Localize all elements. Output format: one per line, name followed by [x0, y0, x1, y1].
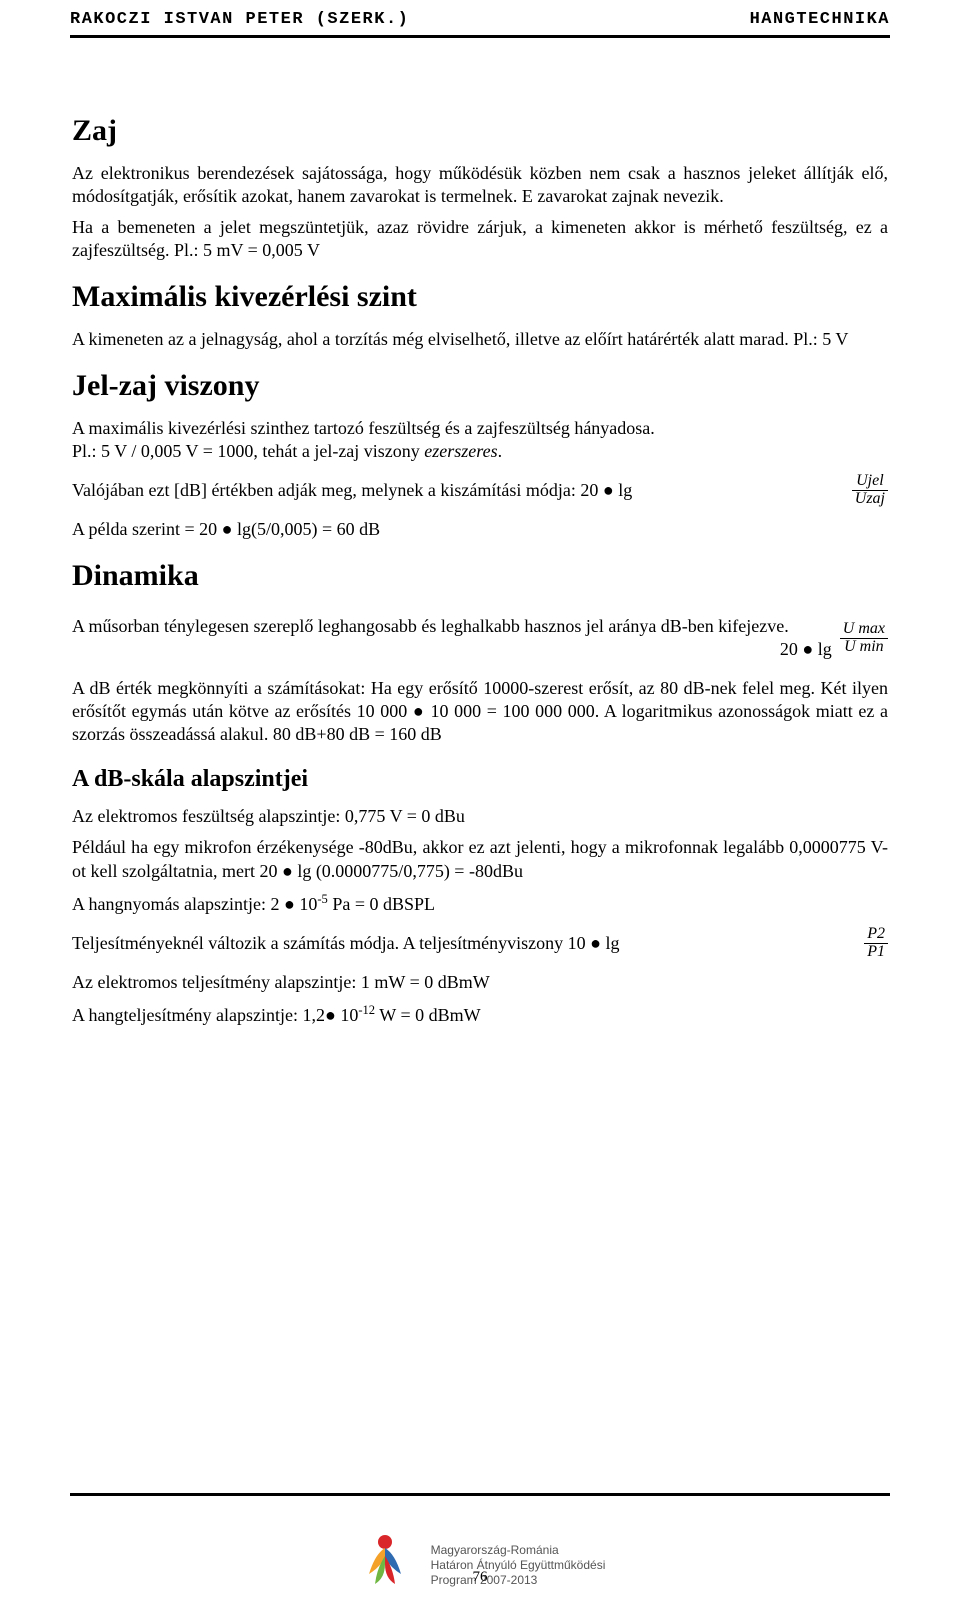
para-jelzaj-3: A példa szerint = 20 ● lg(5/0,005) = 60 … [72, 518, 888, 541]
footer-line-3: Program 2007-2013 [431, 1573, 606, 1588]
text: Pl.: 5 V / 0,005 V = 1000, tehát a jel-z… [72, 441, 424, 461]
page-header: RAKOCZI ISTVAN PETER (SZERK.) HANGTECHNI… [0, 0, 960, 35]
heading-zaj: Zaj [72, 114, 888, 148]
heading-dbskala: A dB-skála alapszintjei [72, 766, 888, 793]
superscript: -5 [317, 892, 328, 906]
text: Teljesítményeknél változik a számítás mó… [72, 932, 856, 955]
para-din-1: A műsorban ténylegesen szereplő leghango… [72, 607, 888, 669]
para-din-2: A dB érték megkönnyíti a számításokat: H… [72, 677, 888, 746]
text: . [498, 441, 503, 461]
text: A hangteljesítmény alapszintje: 1,2● 10 [72, 1005, 358, 1025]
fraction-denominator: Uzaj [852, 491, 888, 508]
text: A műsorban ténylegesen szereplő leghango… [72, 615, 832, 661]
para-db-6: A hangteljesítmény alapszintje: 1,2● 10-… [72, 1002, 888, 1027]
text-italic: ezerszeres [424, 441, 497, 461]
fraction-numerator: U max [840, 621, 888, 639]
footer-line-2: Határon Átnyúló Együttműködési [431, 1558, 606, 1573]
footer-rule [70, 1493, 890, 1496]
page-number: 76 [473, 1569, 488, 1586]
fraction-denominator: P1 [864, 944, 888, 961]
fraction-numerator: Ujel [852, 473, 888, 491]
heading-jelzaj: Jel-zaj viszony [72, 369, 888, 403]
text: A hangnyomás alapszintje: 2 ● 10 [72, 894, 317, 914]
fraction-umax-umin: U max U min [840, 621, 888, 656]
fraction-ujel-uzaj: Ujel Uzaj [852, 473, 888, 508]
text: A műsorban ténylegesen szereplő leghango… [72, 616, 789, 636]
page-body: Zaj Az elektronikus berendezések sajátos… [0, 38, 960, 1095]
para-db-5: Az elektromos teljesítmény alapszintje: … [72, 971, 888, 994]
fraction-denominator: U min [840, 639, 888, 656]
para-db-3: A hangnyomás alapszintje: 2 ● 10-5 Pa = … [72, 891, 888, 916]
header-right: HANGTECHNIKA [750, 10, 890, 29]
fraction-p2-p1: P2 P1 [864, 926, 888, 961]
program-logo-icon [355, 1528, 415, 1588]
para-zaj-2: Ha a bemeneten a jelet megszüntetjük, az… [72, 216, 888, 262]
text: 20 ● lg [780, 638, 832, 661]
text: W = 0 dBmW [375, 1005, 481, 1025]
para-db-2: Például ha egy mikrofon érzékenysége -80… [72, 836, 888, 882]
superscript: -12 [358, 1003, 375, 1017]
heading-dinamika: Dinamika [72, 559, 888, 593]
para-jelzaj-1: A maximális kivezérlési szinthez tartozó… [72, 417, 888, 463]
para-zaj-1: Az elektronikus berendezések sajátossága… [72, 162, 888, 208]
footer-line-1: Magyarország-Románia [431, 1543, 606, 1558]
footer-program-text: Magyarország-Románia Határon Átnyúló Egy… [431, 1543, 606, 1588]
fraction-numerator: P2 [864, 926, 888, 944]
text: Pa = 0 dBSPL [328, 894, 435, 914]
para-jelzaj-2: Valójában ezt [dB] értékben adják meg, m… [72, 471, 888, 510]
para-max-1: A kimeneten az a jelnagyság, ahol a torz… [72, 328, 888, 351]
text: A maximális kivezérlési szinthez tartozó… [72, 418, 655, 438]
text: Valójában ezt [dB] értékben adják meg, m… [72, 479, 844, 502]
header-left: RAKOCZI ISTVAN PETER (SZERK.) [70, 10, 409, 29]
heading-max: Maximális kivezérlési szint [72, 280, 888, 314]
para-db-1: Az elektromos feszültség alapszintje: 0,… [72, 805, 888, 828]
para-db-4: Teljesítményeknél változik a számítás mó… [72, 924, 888, 963]
